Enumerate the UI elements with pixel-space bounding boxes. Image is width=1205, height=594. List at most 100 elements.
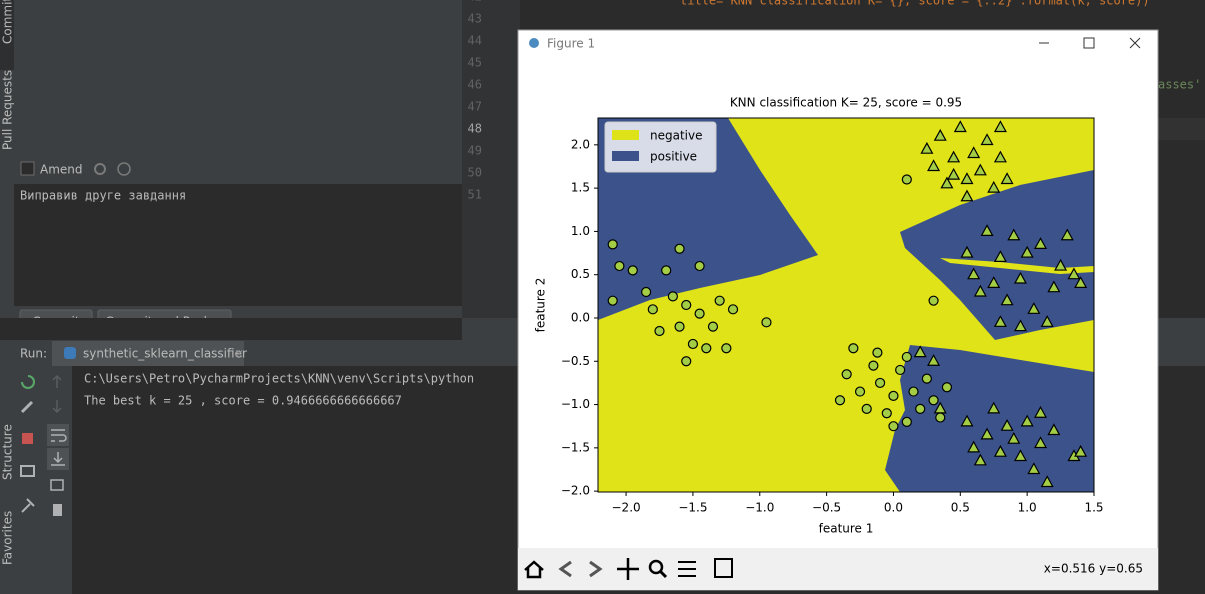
maximize-button[interactable] [1083,37,1095,49]
close-tab[interactable]: × [234,347,244,361]
subplots-tool[interactable] [678,561,696,577]
amend-checkbox[interactable] [20,161,35,176]
history-icon[interactable] [117,162,131,176]
line-number: 47 [468,100,482,114]
point [1034,237,1048,249]
tool-tab[interactable]: Commit [1,0,15,44]
tool-tab[interactable]: Pull Requests [1,70,15,150]
run-tab[interactable] [52,341,244,366]
down-icon[interactable] [52,400,62,414]
line-numbers: 42 43 44 45 46 47 48 49 50 51 [468,0,482,202]
line-number: 46 [468,78,482,92]
point [973,453,987,466]
wrench-icon[interactable] [20,400,34,414]
pan-tool[interactable] [617,558,639,580]
point [1007,431,1021,444]
amend-label: Amend [40,163,83,177]
point [881,408,892,419]
code: title='KNN classification K= {}, score =… [680,0,1150,8]
point [901,416,912,427]
point [1000,418,1014,431]
line-number: 44 [468,34,482,48]
up-icon[interactable] [52,374,62,388]
y-tick-label: −0.5 [561,354,590,368]
point [947,167,961,180]
point [854,386,866,397]
point [993,120,1007,133]
trash-icon[interactable] [53,504,62,516]
point [1054,258,1068,271]
point [607,295,618,306]
point [861,403,872,414]
legend-label: positive [650,150,697,164]
scroll-glyph [51,452,65,466]
y-tick-label: −2.0 [561,484,590,498]
active-tool [0,0,14,70]
region-positive [900,170,1094,340]
back-tool[interactable] [558,560,572,578]
point [927,159,941,172]
print-icon[interactable] [50,479,64,491]
point [607,239,618,250]
point [1000,293,1014,306]
point [872,347,883,358]
commit-message: Виправив друге завдання [20,189,186,203]
point [701,343,712,354]
gutter [462,0,520,340]
decision-regions [598,118,1094,492]
home-tool[interactable] [524,560,544,579]
pin-icon[interactable] [21,498,35,513]
point [707,321,719,332]
point [987,276,1001,288]
point [868,360,879,371]
line-number: 49 [468,144,482,158]
point [661,265,672,276]
commit-message-box[interactable] [14,184,462,306]
save-tool[interactable] [714,558,733,578]
x-axis-label: feature 1 [819,522,874,536]
run-toolbar [14,366,44,594]
x-tick-label: −1.0 [745,501,774,515]
point [1047,423,1061,436]
point [1034,436,1048,449]
point [901,174,912,185]
zoom-tool[interactable] [648,559,664,575]
forward-tool[interactable] [589,560,603,578]
point [960,245,974,258]
stop-icon[interactable] [22,433,33,444]
point [908,386,919,397]
point [694,260,705,272]
point [848,343,859,354]
point [627,265,638,276]
point [1007,228,1021,241]
settings-icon[interactable] [94,163,106,175]
point [674,243,685,254]
line-number: 43 [468,12,482,26]
point [1074,444,1088,457]
point [687,338,699,350]
legend-label: negative [650,129,702,143]
window-icon [529,38,539,48]
console-line: C:\Users\Petro\PycharmProjects\KNN\venv\… [84,372,474,386]
close-button[interactable] [1129,37,1141,49]
tool-tab[interactable]: Favorites [1,511,15,565]
tool-tab[interactable]: Structure [1,424,15,480]
point [834,395,846,406]
point [993,250,1007,262]
point [980,133,994,146]
y-axis-label: feature 2 [534,278,548,333]
chart-title: KNN classification K= 25, score = 0.95 [730,96,962,110]
layout-icon[interactable] [20,465,35,477]
point [641,286,652,298]
point [654,325,665,337]
line-number: 51 [468,188,482,202]
point [915,403,926,414]
y-tick-label: −1.5 [561,440,590,454]
rerun-icon[interactable] [21,375,35,389]
window-title: Figure 1 [547,37,595,51]
point [973,284,987,297]
x-tick-label: 1.0 [1018,501,1037,515]
point [888,390,899,402]
point [928,395,939,406]
